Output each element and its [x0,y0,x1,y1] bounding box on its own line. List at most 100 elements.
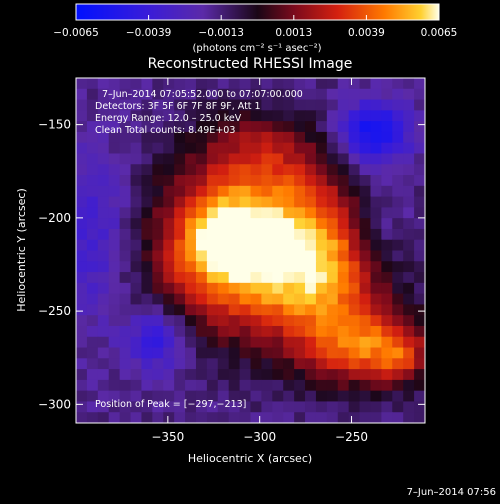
heatmap-pixel [174,175,186,187]
heatmap-pixel [305,261,317,273]
heatmap-pixel [261,196,273,208]
heatmap-pixel [272,293,284,306]
heatmap-pixel [141,379,153,392]
heatmap-pixel [305,412,317,423]
heatmap-pixel [305,196,317,208]
heatmap-pixel [381,401,393,413]
heatmap-pixel [261,110,273,122]
heatmap-pixel [326,131,339,144]
colorbar-tick-label: 0.0013 [275,27,312,39]
heatmap-pixel [392,272,404,284]
heatmap-pixel [119,401,132,413]
heatmap-pixel [261,293,273,306]
heatmap-pixel [381,358,393,370]
colorbar-frame [75,3,440,21]
heatmap-pixel [337,369,350,381]
heatmap-pixel [174,282,186,295]
heatmap-pixel [130,185,143,198]
heatmap-pixel [326,218,339,230]
heatmap-pixel [206,304,219,316]
heatmap-pixel [381,207,393,219]
heatmap-pixel [337,110,350,122]
heatmap-pixel [141,88,153,101]
heatmap-pixel [228,228,241,241]
heatmap-pixel [305,207,317,219]
heatmap-pixel [337,250,350,262]
heatmap-pixel [97,153,110,165]
heatmap-pixel [206,207,219,219]
colorbar-tick-label: 0.0065 [421,27,458,39]
heatmap-pixel [185,325,197,338]
heatmap-pixel [250,142,263,155]
heatmap-pixel [315,207,328,219]
heatmap-pixel [141,412,153,423]
heatmap-pixel [370,261,382,273]
heatmap-pixel [337,272,350,284]
heatmap-pixel [130,282,143,295]
heatmap-pixel [294,304,306,316]
heatmap-pixel [326,315,339,327]
heatmap-pixel [305,282,317,295]
heatmap-pixel [337,401,350,413]
heatmap-pixel [283,88,295,101]
heatmap-pixel [97,250,110,262]
heatmap-pixel [348,369,361,381]
heatmap-pixel [337,88,350,101]
heatmap-pixel [86,175,99,187]
heatmap-pixel [392,131,404,144]
heatmap-pixel [152,304,164,316]
heatmap-pixel [348,121,361,133]
heatmap-pixel [283,196,295,208]
heatmap-pixel [152,250,164,262]
heatmap-pixel [206,401,219,413]
heatmap-pixel [392,218,404,230]
heatmap-pixel [163,88,175,101]
heatmap-pixel [348,153,361,165]
heatmap-pixel [305,379,317,392]
heatmap-pixel [414,379,425,392]
heatmap-pixel [283,218,295,230]
heatmap-pixel [206,110,219,122]
heatmap-pixel [326,142,339,155]
heatmap-pixel [326,261,339,273]
heatmap-pixel [283,175,295,187]
heatmap-pixel [108,401,121,413]
heatmap-pixel [152,369,164,381]
heatmap-pixel [86,239,99,252]
heatmap-pixel [403,218,415,230]
heatmap-pixel [348,88,361,101]
heatmap-pixel [261,282,273,295]
heatmap-pixel [108,282,121,295]
heatmap-pixel [174,336,186,349]
heatmap-pixel [152,282,164,295]
heatmap-pixel [152,185,164,198]
heatmap-pixel [294,207,306,219]
heatmap-pixel [174,131,186,144]
heatmap-pixel [163,401,175,413]
heatmap-pixel [305,358,317,370]
heatmap-pixel [326,239,339,252]
heatmap-pixel [174,239,186,252]
heatmap-pixel [381,99,393,111]
heatmap-pixel [86,293,99,306]
heatmap-pixel [152,153,164,165]
heatmap-pixel [239,401,252,413]
heatmap-pixel [152,293,164,306]
heatmap-pixel [370,347,382,359]
heatmap-pixel [163,99,175,111]
heatmap-pixel [108,218,121,230]
heatmap-pixel [250,88,263,101]
heatmap-pixel [359,315,372,327]
heatmap-pixel [195,153,208,165]
heatmap-pixel [326,272,339,284]
heatmap-pixel [250,412,263,423]
heatmap-pixel [381,250,393,262]
heatmap-pixel [272,131,284,144]
heatmap-pixel [228,315,241,327]
heatmap-pixel [403,412,415,423]
heatmap-pixel [86,142,99,155]
heatmap-pixel [283,250,295,262]
heatmap-pixel [337,239,350,252]
heatmap-pixel [337,325,350,338]
heatmap-pixel [195,218,208,230]
